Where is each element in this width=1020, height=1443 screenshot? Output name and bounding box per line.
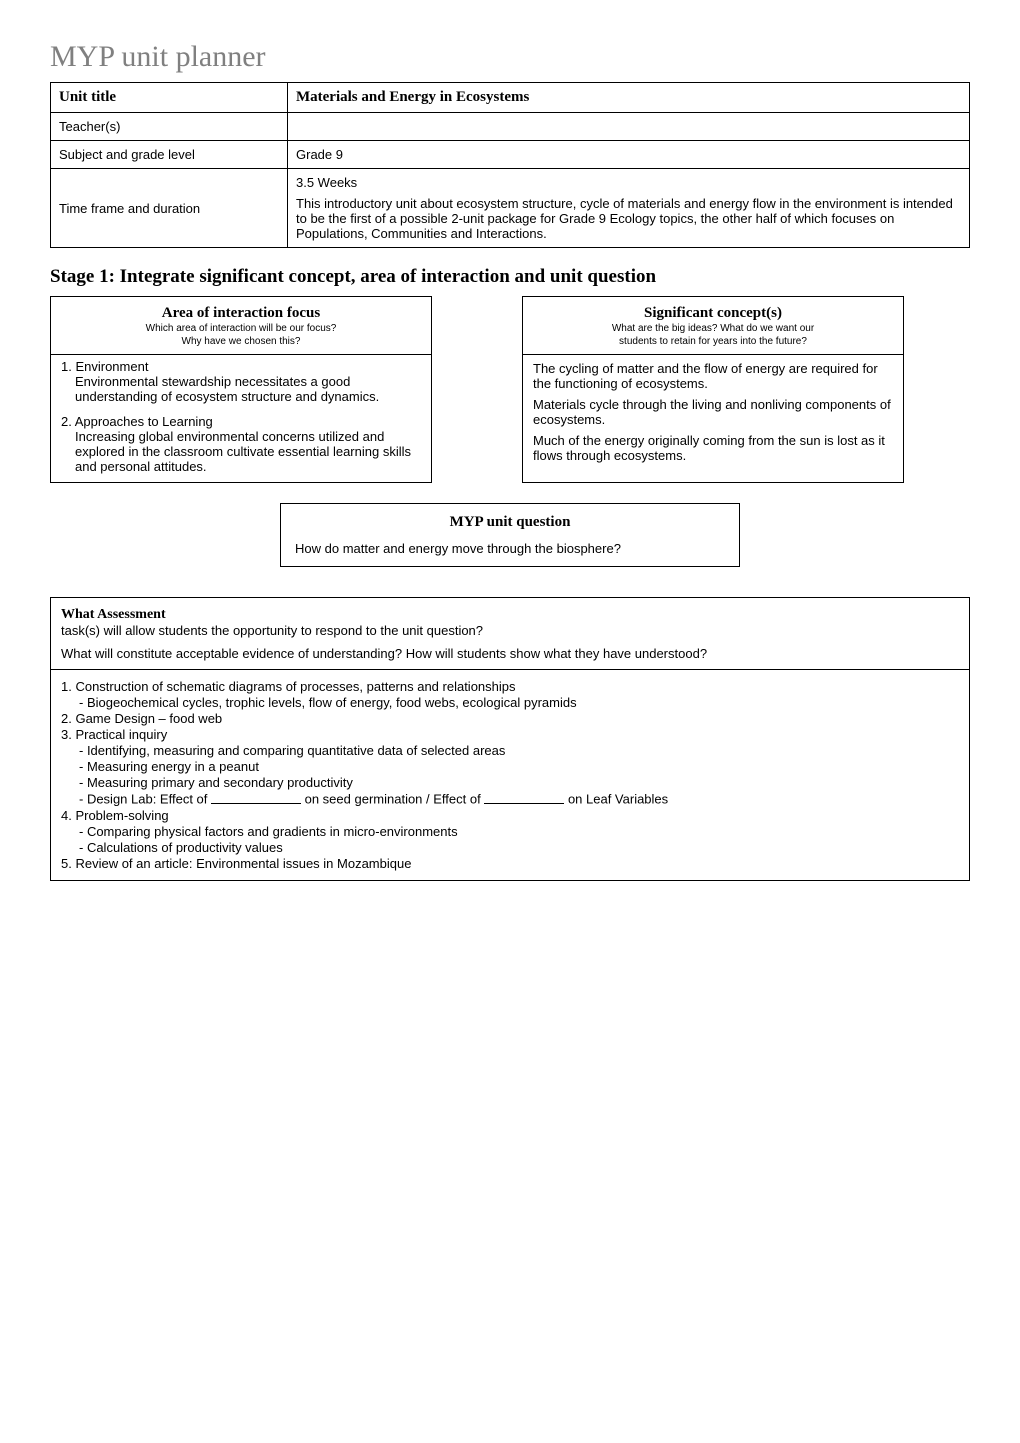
value-time-frame: 3.5 Weeks This introductory unit about e… [288, 169, 970, 248]
assess-l5: 5. Review of an article: Environmental i… [61, 856, 959, 871]
assess-l4a: - Comparing physical factors and gradien… [61, 824, 959, 839]
sc-sub2: students to retain for years into the fu… [533, 335, 893, 348]
significant-concept-box: Significant concept(s) What are the big … [522, 296, 904, 483]
value-teachers [288, 113, 970, 141]
blank-2 [484, 791, 564, 804]
concept-columns: Area of interaction focus Which area of … [50, 296, 970, 483]
aoi-item1-head: 1. Environment [61, 359, 421, 374]
unit-question-box: MYP unit question How do matter and ener… [280, 503, 740, 567]
label-unit-title: Unit title [59, 89, 116, 105]
assessment-title: What Assessment [61, 607, 166, 622]
stage-heading: Stage 1: Integrate significant concept, … [50, 266, 970, 288]
label-time-frame: Time frame and duration [51, 169, 288, 248]
sc-title: Significant concept(s) [533, 305, 893, 322]
sc-p3: Much of the energy originally coming fro… [533, 433, 893, 463]
assessment-line2: What will constitute acceptable evidence… [61, 646, 959, 661]
assess-l4b: - Calculations of productivity values [61, 840, 959, 855]
assess-l3d-post: on Leaf Variables [564, 792, 668, 807]
unit-question-body: How do matter and energy move through th… [295, 541, 725, 556]
aoi-sub1: Which area of interaction will be our fo… [61, 322, 421, 335]
aoi-item2-body: Increasing global environmental concerns… [61, 429, 421, 474]
unit-question-title: MYP unit question [295, 514, 725, 531]
assess-l1: 1. Construction of schematic diagrams of… [61, 679, 959, 694]
assess-l3d-mid: on seed germination / Effect of [301, 792, 484, 807]
assessment-box: What Assessment task(s) will allow stude… [50, 597, 970, 881]
aoi-sub2: Why have we chosen this? [61, 335, 421, 348]
label-subject-grade: Subject and grade level [51, 141, 288, 169]
area-of-interaction-box: Area of interaction focus Which area of … [50, 296, 432, 483]
assess-l3d: - Design Lab: Effect of on seed germinat… [61, 791, 959, 807]
assess-l2: 2. Game Design – food web [61, 711, 959, 726]
assess-l3c: - Measuring primary and secondary produc… [61, 775, 959, 790]
label-teachers: Teacher(s) [51, 113, 288, 141]
aoi-item2-head: 2. Approaches to Learning [61, 414, 421, 429]
duration-description: This introductory unit about ecosystem s… [296, 196, 961, 241]
assess-l3: 3. Practical inquiry [61, 727, 959, 742]
unit-info-table: Unit title Materials and Energy in Ecosy… [50, 82, 970, 248]
assess-l1a: - Biogeochemical cycles, trophic levels,… [61, 695, 959, 710]
aoi-title: Area of interaction focus [61, 305, 421, 322]
assess-l3d-pre: - Design Lab: Effect of [79, 792, 211, 807]
page-title: MYP unit planner [50, 40, 970, 74]
value-subject-grade: Grade 9 [288, 141, 970, 169]
assessment-line1: task(s) will allow students the opportun… [61, 623, 959, 638]
duration-weeks: 3.5 Weeks [296, 175, 961, 190]
value-unit-title: Materials and Energy in Ecosystems [296, 89, 529, 105]
aoi-item1-body: Environmental stewardship necessitates a… [61, 374, 421, 404]
assess-l3a: - Identifying, measuring and comparing q… [61, 743, 959, 758]
sc-p1: The cycling of matter and the flow of en… [533, 361, 893, 391]
sc-sub1: What are the big ideas? What do we want … [533, 322, 893, 335]
assess-l3b: - Measuring energy in a peanut [61, 759, 959, 774]
blank-1 [211, 791, 301, 804]
assess-l4: 4. Problem-solving [61, 808, 959, 823]
sc-p2: Materials cycle through the living and n… [533, 397, 893, 427]
